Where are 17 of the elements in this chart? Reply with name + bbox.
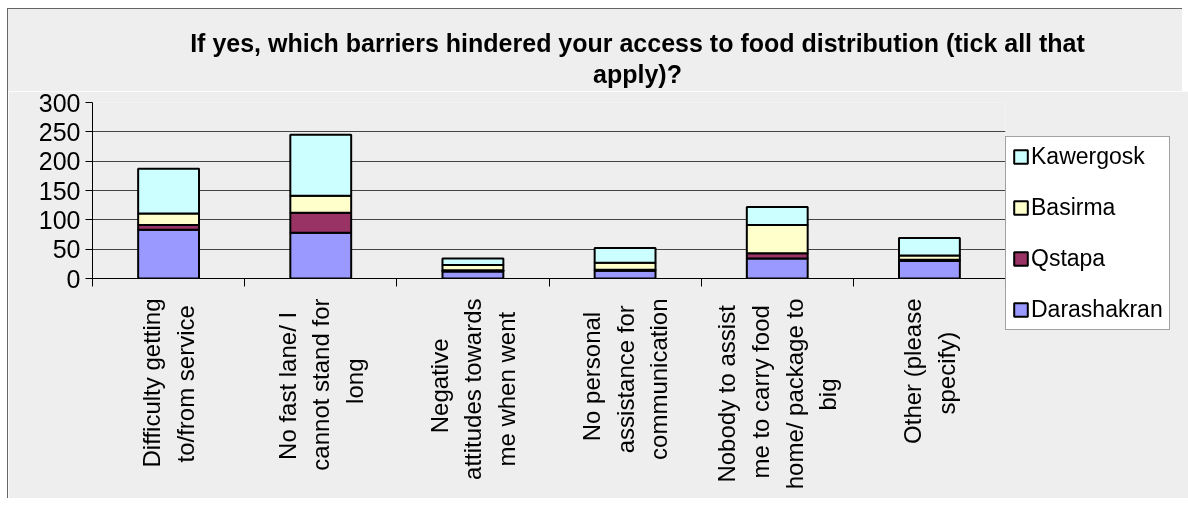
y-tick-label: 250 — [38, 117, 81, 146]
x-tick-label: No personal assistance for communication — [577, 298, 673, 460]
y-tick-label: 150 — [38, 176, 81, 205]
legend-label: Darashakran — [1031, 296, 1163, 323]
legend-label: Qstapa — [1031, 245, 1106, 272]
legend-label: Kawergosk — [1031, 143, 1145, 170]
legend-label: Basirma — [1031, 194, 1116, 221]
y-tick-label: 50 — [52, 235, 81, 264]
x-tick-label: Nobody to assist me to carry food home/ package to big — [713, 298, 842, 490]
y-tick-label: 300 — [38, 88, 81, 117]
x-tick-label: Other (please specify) — [899, 298, 960, 444]
y-tick-label: 100 — [38, 205, 81, 234]
y-tick-label: 0 — [66, 264, 81, 293]
x-tick-label: No fast lane/ I cannot stand for long — [273, 298, 368, 471]
y-tick-label: 200 — [38, 147, 81, 176]
x-tick-label: Negative attitudes towards me when went — [425, 298, 521, 480]
x-tick-label: Difficulty getting to/from service — [138, 298, 199, 468]
